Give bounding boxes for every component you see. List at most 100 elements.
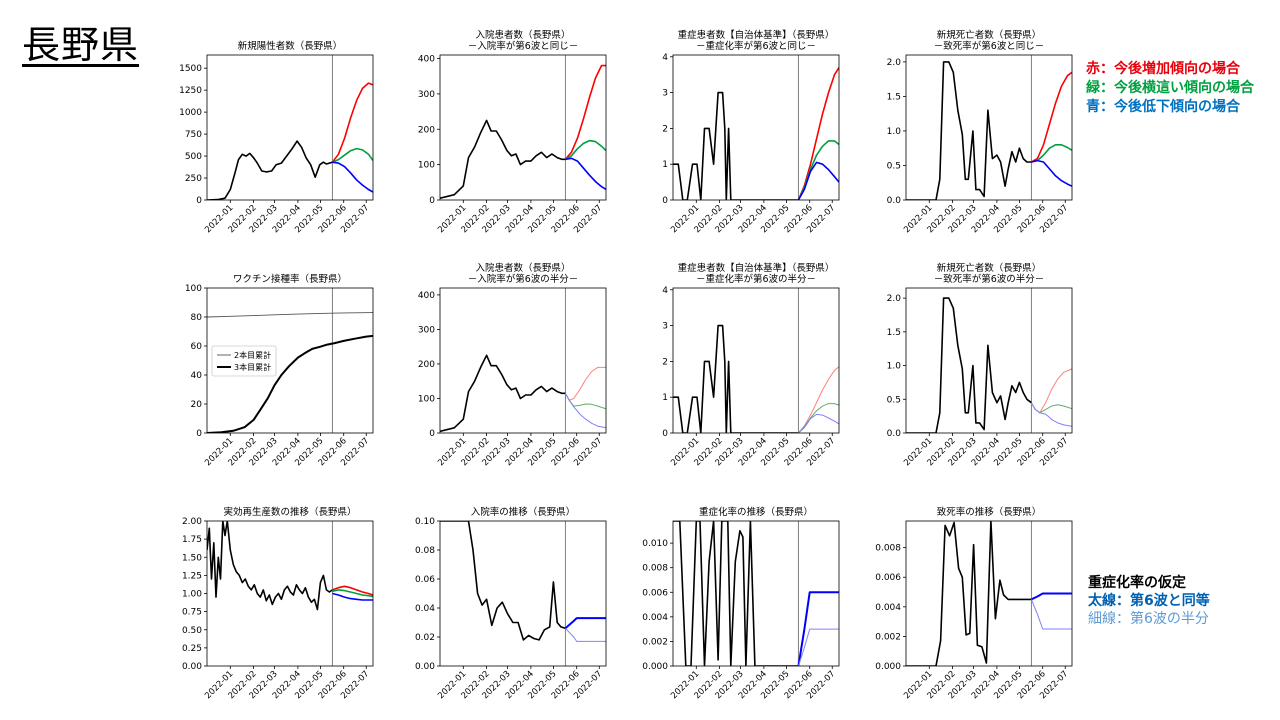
series-red xyxy=(797,67,839,200)
series-actual xyxy=(440,119,566,199)
chart-panel-2: 入院患者数（長野県）－入院率が第6波と同じ－01002003004002022-… xyxy=(418,29,607,235)
y-tick-label: 1.75 xyxy=(182,535,202,545)
chart-title: －入院率が第6波の半分－ xyxy=(468,273,579,285)
series-green xyxy=(564,139,606,160)
scenario-legend-red: 赤：今後増加傾向の場合 xyxy=(1086,61,1240,77)
series-actual xyxy=(906,521,1032,666)
y-tick-label: 0.006 xyxy=(642,588,668,598)
y-tick-label: 500 xyxy=(185,152,202,162)
series-thick xyxy=(797,591,839,666)
y-tick-label: 4 xyxy=(662,286,668,296)
series-group xyxy=(673,521,839,666)
y-tick-label: 0.10 xyxy=(415,517,435,527)
y-tick-label: 0.50 xyxy=(182,626,202,636)
y-tick-label: 1 xyxy=(662,393,668,403)
y-tick-label: 0.5 xyxy=(887,161,901,171)
series-blue xyxy=(565,157,606,191)
y-tick-label: 40 xyxy=(191,371,203,381)
rate-legend-thick: 太線：第6波と同等 xyxy=(1088,593,1210,609)
chart-title: －致死率が第6波の半分－ xyxy=(934,273,1045,285)
plot-frame xyxy=(905,54,1073,201)
series-blue xyxy=(798,413,839,433)
legend-label: 2本目累計 xyxy=(234,350,271,360)
y-tick-label: 0.25 xyxy=(182,644,202,654)
rate-legend-title: 重症化率の仮定 xyxy=(1088,575,1186,591)
plot-frame xyxy=(672,520,840,667)
series-thick xyxy=(564,617,606,630)
y-tick-label: 0.02 xyxy=(415,633,435,643)
series-blue xyxy=(1030,402,1072,427)
plot-frame xyxy=(439,287,607,434)
series-group xyxy=(906,521,1072,666)
series-actual xyxy=(673,324,799,433)
series-group xyxy=(207,521,373,611)
series-green xyxy=(798,403,839,433)
series-actual xyxy=(906,61,1032,200)
y-tick-label: 300 xyxy=(418,90,435,100)
scenario-legend: 赤：今後増加傾向の場合 緑：今後横這い傾向の場合 青：今後低下傾向の場合 xyxy=(1086,60,1254,117)
y-tick-label: 1000 xyxy=(179,108,202,118)
y-tick-label: 0.00 xyxy=(415,662,435,672)
y-tick-label: 1.0 xyxy=(887,127,902,137)
chart-panel-7: 重症患者数【自治体基準】（長野県）－重症化率が第6波の半分－012342022-… xyxy=(662,262,840,468)
y-tick-label: 0.002 xyxy=(642,637,668,647)
series-group xyxy=(906,297,1072,433)
y-tick-label: 1.50 xyxy=(182,553,202,563)
chart-title: －致死率が第6波と同じ－ xyxy=(934,40,1045,52)
series-red xyxy=(1031,71,1072,163)
chart-title: －重症化率が第6波と同じ－ xyxy=(696,40,816,52)
y-tick-label: 1250 xyxy=(179,86,202,96)
chart-title: 重症患者数【自治体基準】（長野県） xyxy=(678,262,835,274)
chart-panel-10: 入院率の推移（長野県）0.000.020.040.060.080.102022-… xyxy=(415,506,607,701)
y-tick-label: 1500 xyxy=(179,64,202,74)
y-tick-label: 1.5 xyxy=(887,92,901,102)
series-green xyxy=(564,393,606,410)
y-tick-label: 300 xyxy=(418,325,435,335)
chart-panel-9: 実効再生産数の推移（長野県） 0.00 0.25 0.50 0.75 1.00 1.25 1.… xyxy=(182,506,374,701)
series-actual xyxy=(906,297,1032,433)
series-green xyxy=(1031,144,1072,163)
chart-title: 入院率の推移（長野県） xyxy=(471,506,576,518)
y-tick-label: 2 xyxy=(662,357,668,367)
plot-frame xyxy=(206,520,374,667)
series-group xyxy=(440,64,606,199)
y-tick-label: 2.0 xyxy=(887,58,902,68)
chart-panel-11: 重症化率の推移（長野県） 0.000 0.002 0.004 0.006 0.008 0.0… xyxy=(642,506,840,701)
series-group xyxy=(440,521,606,642)
series-group xyxy=(906,61,1072,200)
chart-title: 新規死亡者数（長野県） xyxy=(937,262,1042,274)
series-actual xyxy=(207,140,333,200)
y-tick-label: 200 xyxy=(418,125,435,135)
series-actual xyxy=(440,521,566,641)
y-tick-label: 2 xyxy=(662,124,668,134)
plot-frame xyxy=(206,54,374,201)
y-tick-label: 20 xyxy=(191,400,203,410)
series-thin xyxy=(207,312,373,318)
series-group xyxy=(207,312,373,433)
legend-box xyxy=(211,345,277,377)
series-thin xyxy=(797,628,839,666)
page-title: 長野県 xyxy=(22,23,140,67)
y-tick-label: 2.0 xyxy=(887,294,902,304)
y-tick-label: 0.000 xyxy=(642,662,668,672)
plot-frame xyxy=(672,54,840,201)
chart-title: －重症化率が第6波の半分－ xyxy=(696,273,816,285)
y-tick-label: 1 xyxy=(662,160,668,170)
y-tick-label: 400 xyxy=(418,55,435,65)
series-group xyxy=(673,67,839,200)
y-tick-label: 0.008 xyxy=(642,564,668,574)
chart-title: 致死率の推移（長野県） xyxy=(937,506,1042,518)
y-tick-label: 0.002 xyxy=(875,632,901,642)
chart-title: －入院率が第6波と同じ－ xyxy=(468,40,579,52)
scenario-legend-blue: 青：今後低下傾向の場合 xyxy=(1086,99,1240,115)
y-tick-label: 200 xyxy=(418,360,435,370)
y-tick-label: 0.04 xyxy=(415,604,435,614)
chart-title: 入院患者数（長野県） xyxy=(475,262,570,274)
y-tick-label: 3 xyxy=(662,322,668,332)
series-green xyxy=(797,140,839,200)
chart-title: 実効再生産数の推移（長野県） xyxy=(223,506,356,518)
series-blue xyxy=(564,393,606,429)
rate-legend: 重症化率の仮定 太線：第6波と同等 細線：第6波の半分 xyxy=(1088,574,1210,628)
y-tick-label: 750 xyxy=(185,130,202,140)
